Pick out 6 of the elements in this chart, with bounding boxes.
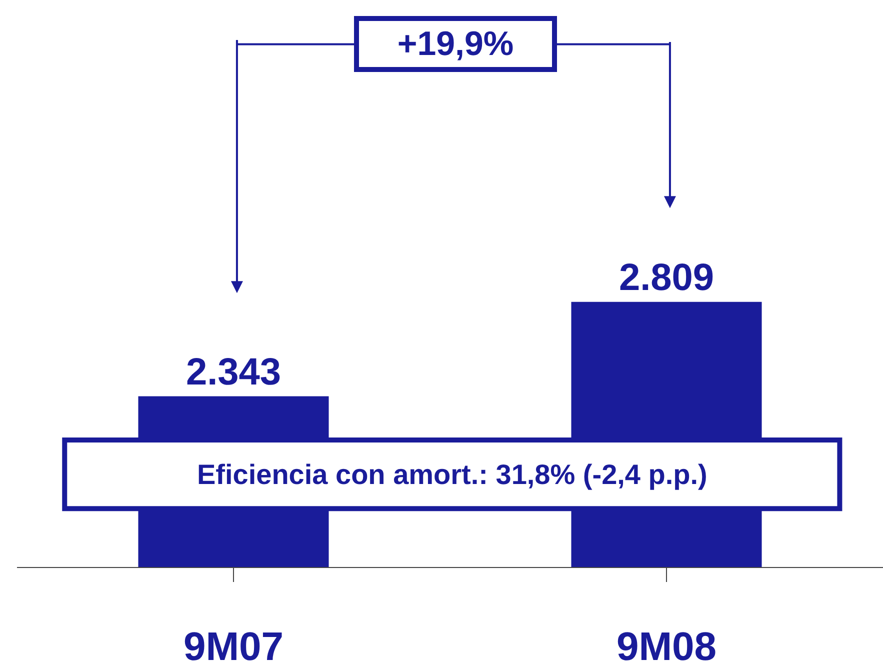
annotation: Eficiencia con amort.: 31,8% (-2,4 p.p.) [197,459,708,490]
data-label: 2.809 [618,256,714,299]
data-label: 2.343 [186,351,282,394]
x-tick-label: 9M08 [616,625,717,669]
annotation: +19,9% [397,25,514,63]
x-tick-label: 9M07 [183,625,284,669]
